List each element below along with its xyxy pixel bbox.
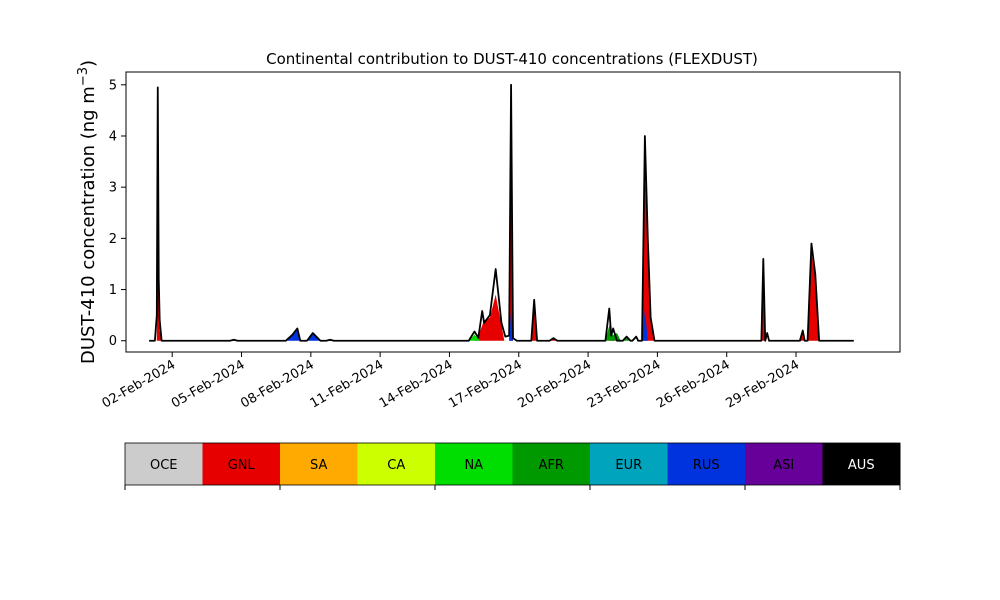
legend-label-rus: RUS bbox=[693, 458, 720, 473]
legend-swatch-oce bbox=[125, 443, 203, 485]
plot-frame bbox=[125, 71, 901, 353]
legend-swatch-ca bbox=[357, 443, 436, 485]
total-outline-layer bbox=[149, 83, 854, 342]
legend-swatch-sa bbox=[280, 443, 358, 485]
legend-swatch-eur bbox=[590, 443, 668, 485]
y-axis-label-main: DUST-410 concentration (ng m bbox=[78, 86, 99, 364]
region-color-legend: OCE GNL SA CA NA AFR EUR RUS ASI AUS bbox=[124, 442, 901, 490]
total-concentration-line bbox=[149, 83, 854, 342]
legend-frame bbox=[124, 442, 901, 486]
legend-swatch-na bbox=[435, 443, 513, 485]
y-axis-label-exponent: −3 bbox=[76, 67, 91, 86]
y-axis: 0 1 2 3 4 5 bbox=[109, 78, 126, 349]
y-tick-label: 1 bbox=[109, 283, 117, 298]
legend-label-gnl: GNL bbox=[228, 458, 256, 473]
legend-label-na: NA bbox=[464, 458, 483, 473]
y-tick-label: 3 bbox=[109, 181, 117, 196]
legend-label-asi: ASI bbox=[773, 458, 794, 473]
legend-swatch-afr bbox=[512, 443, 591, 485]
legend-swatch-gnl bbox=[202, 443, 281, 485]
y-tick-label: 5 bbox=[109, 78, 117, 93]
y-axis-label: DUST-410 concentration (ng m−3) bbox=[76, 60, 99, 364]
legend-label-sa: SA bbox=[310, 458, 327, 473]
legend-label-aus: AUS bbox=[848, 458, 875, 473]
legend-label-oce: OCE bbox=[150, 458, 178, 473]
area-na bbox=[468, 334, 481, 341]
legend-swatch-asi bbox=[745, 443, 823, 485]
legend-label-eur: EUR bbox=[615, 458, 642, 473]
area-afr bbox=[605, 325, 631, 341]
chart-title: Continental contribution to DUST-410 con… bbox=[266, 50, 758, 68]
y-tick-label: 0 bbox=[109, 334, 117, 349]
y-axis-label-close: ) bbox=[78, 60, 99, 67]
legend-label-afr: AFR bbox=[539, 458, 564, 473]
y-tick-label: 4 bbox=[109, 129, 117, 144]
stacked-area-layer bbox=[156, 115, 820, 341]
legend-label-ca: CA bbox=[387, 458, 405, 473]
legend-swatch-aus bbox=[822, 443, 901, 485]
legend-swatch-rus bbox=[667, 443, 746, 485]
y-tick-label: 2 bbox=[109, 232, 117, 247]
